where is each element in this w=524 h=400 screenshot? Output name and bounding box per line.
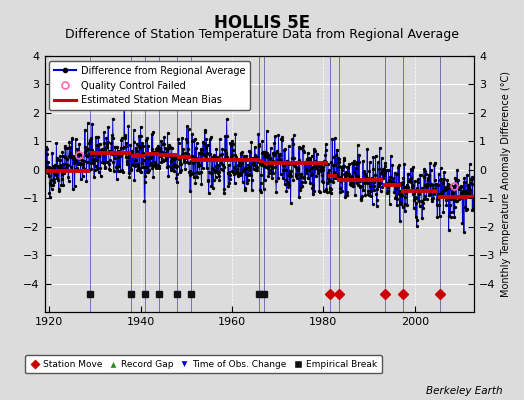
Legend: Difference from Regional Average, Quality Control Failed, Estimated Station Mean: Difference from Regional Average, Qualit… [49,61,250,110]
Y-axis label: Monthly Temperature Anomaly Difference (°C): Monthly Temperature Anomaly Difference (… [501,71,511,297]
Text: Berkeley Earth: Berkeley Earth [427,386,503,396]
Legend: Station Move, Record Gap, Time of Obs. Change, Empirical Break: Station Move, Record Gap, Time of Obs. C… [26,356,381,374]
Text: Difference of Station Temperature Data from Regional Average: Difference of Station Temperature Data f… [65,28,459,41]
Text: HOLLIS 5E: HOLLIS 5E [214,14,310,32]
